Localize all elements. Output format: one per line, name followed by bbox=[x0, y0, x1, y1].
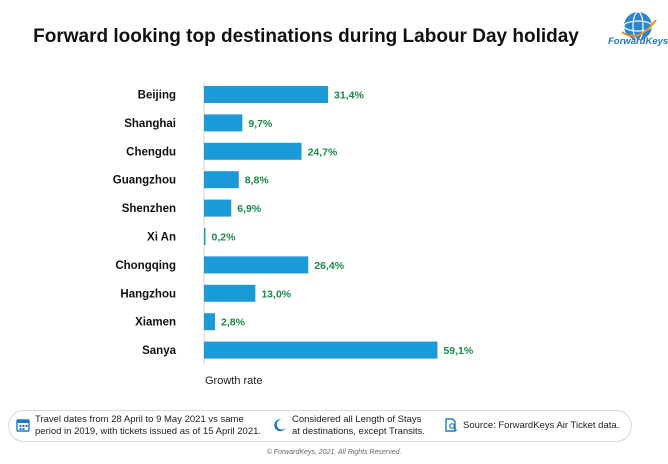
travel-dates-line2: period in 2019, with tickets issued as o… bbox=[35, 425, 262, 437]
bar bbox=[204, 199, 232, 217]
value-label: 26,4% bbox=[314, 260, 344, 272]
forwardkeys-logo bbox=[621, 11, 657, 41]
source-note: Source: ForwardKeys Air Ticket data. bbox=[463, 420, 620, 431]
category-label: Sanya bbox=[142, 345, 176, 357]
bar bbox=[204, 142, 302, 160]
value-label: 9,7% bbox=[248, 118, 273, 130]
category-label: Chongqing bbox=[115, 260, 176, 272]
value-label: 31,4% bbox=[334, 90, 364, 102]
bar bbox=[204, 171, 239, 189]
length-of-stay-note: Considered all Length of Stays at destin… bbox=[292, 414, 425, 437]
bar bbox=[204, 228, 206, 245]
value-label: 0,2% bbox=[212, 232, 237, 244]
x-axis-label: Growth rate bbox=[205, 375, 263, 387]
category-label: Beijing bbox=[138, 90, 176, 102]
value-label: 6,9% bbox=[237, 203, 262, 215]
category-label: Chengdu bbox=[126, 146, 176, 158]
value-label: 2,8% bbox=[221, 317, 246, 329]
bar-chart: Beijing 31,4% Shanghai 9,7% Chengdu 24,7% Guan… bbox=[113, 82, 474, 364]
bar bbox=[204, 284, 256, 302]
value-label: 59,1% bbox=[443, 345, 473, 357]
value-label: 24,7% bbox=[308, 146, 338, 158]
category-label: Shenzhen bbox=[122, 203, 176, 215]
bar bbox=[204, 114, 243, 132]
travel-dates-line1: Travel dates from 28 April to 9 May 2021… bbox=[35, 414, 244, 425]
value-label: 8,8% bbox=[245, 175, 270, 187]
category-label: Guangzhou bbox=[113, 175, 176, 187]
bar bbox=[204, 313, 216, 331]
length-of-stay-line1: Considered all Length of Stays bbox=[292, 414, 422, 425]
category-label: Xi An bbox=[147, 232, 176, 244]
bar bbox=[204, 341, 438, 359]
bar bbox=[204, 256, 309, 274]
brand-name: ForwardKeys bbox=[608, 36, 668, 47]
chart-title: Forward looking top destinations during … bbox=[33, 26, 579, 47]
length-of-stay-line2: at destinations, except Transits. bbox=[292, 425, 426, 437]
category-label: Hangzhou bbox=[120, 288, 176, 300]
bar bbox=[204, 86, 329, 103]
category-label: Xiamen bbox=[135, 317, 176, 329]
value-label: 13,0% bbox=[261, 288, 291, 300]
document-icon bbox=[445, 418, 458, 432]
category-label: Shanghai bbox=[124, 118, 176, 130]
calendar-icon bbox=[16, 419, 30, 432]
copyright: © ForwardKeys, 2021. All Rights Reserved… bbox=[266, 449, 402, 456]
moon-icon bbox=[274, 419, 286, 432]
travel-dates-note: Travel dates from 28 April to 9 May 2021… bbox=[35, 414, 261, 437]
footer-notes bbox=[8, 410, 632, 442]
